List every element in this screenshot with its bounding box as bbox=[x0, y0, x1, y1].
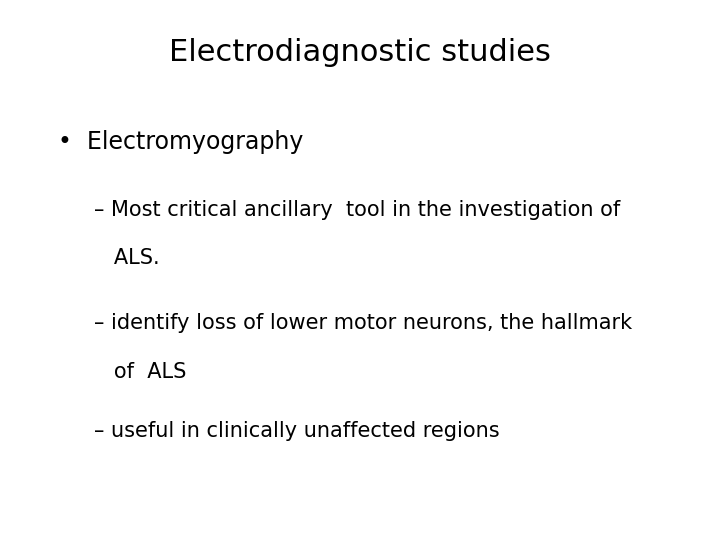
Text: of  ALS: of ALS bbox=[94, 362, 186, 382]
Text: •  Electromyography: • Electromyography bbox=[58, 130, 303, 153]
Text: Electrodiagnostic studies: Electrodiagnostic studies bbox=[169, 38, 551, 67]
Text: – identify loss of lower motor neurons, the hallmark: – identify loss of lower motor neurons, … bbox=[94, 313, 631, 333]
Text: – useful in clinically unaffected regions: – useful in clinically unaffected region… bbox=[94, 421, 499, 441]
Text: – Most critical ancillary  tool in the investigation of: – Most critical ancillary tool in the in… bbox=[94, 200, 620, 220]
Text: ALS.: ALS. bbox=[94, 248, 159, 268]
